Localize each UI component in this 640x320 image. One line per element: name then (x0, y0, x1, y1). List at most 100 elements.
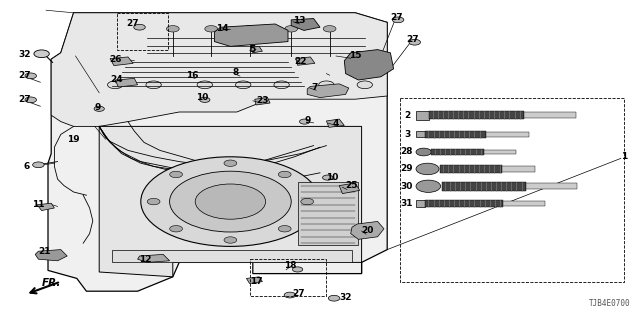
Circle shape (301, 198, 314, 205)
Circle shape (200, 97, 210, 102)
Text: 27: 27 (18, 71, 31, 80)
Circle shape (166, 26, 179, 32)
Bar (502, 201, 545, 206)
Polygon shape (296, 57, 315, 65)
Circle shape (416, 163, 439, 175)
Circle shape (284, 292, 296, 298)
Circle shape (285, 26, 298, 32)
Circle shape (134, 24, 145, 30)
Text: 28: 28 (400, 148, 413, 156)
Text: 10: 10 (326, 173, 339, 182)
Bar (416, 111, 429, 120)
Text: 27: 27 (127, 19, 140, 28)
Polygon shape (37, 203, 54, 211)
Text: 31: 31 (400, 199, 413, 208)
Circle shape (33, 162, 44, 168)
Circle shape (197, 81, 212, 89)
Polygon shape (48, 13, 387, 291)
Polygon shape (138, 254, 170, 262)
Text: 27: 27 (406, 36, 419, 44)
Polygon shape (344, 50, 394, 80)
Text: 17: 17 (250, 277, 262, 286)
Circle shape (224, 237, 237, 243)
Bar (298, 182, 358, 245)
Text: 4: 4 (333, 119, 339, 128)
Circle shape (278, 171, 291, 178)
Circle shape (25, 73, 36, 79)
Text: 32: 32 (339, 293, 352, 302)
Bar (425, 200, 502, 207)
Circle shape (34, 50, 49, 58)
Text: 32: 32 (18, 50, 31, 59)
Circle shape (409, 39, 420, 45)
Text: 18: 18 (284, 261, 297, 270)
Circle shape (274, 81, 289, 89)
Circle shape (147, 198, 160, 205)
Bar (525, 112, 576, 118)
Circle shape (108, 81, 123, 89)
Bar (431, 148, 484, 156)
Bar (416, 131, 425, 138)
Text: FR.: FR. (42, 278, 61, 288)
Circle shape (357, 81, 372, 89)
Polygon shape (255, 98, 270, 105)
Polygon shape (351, 221, 384, 239)
Text: 13: 13 (293, 16, 306, 25)
Text: 27: 27 (18, 95, 31, 104)
Circle shape (170, 226, 182, 232)
Bar (400, 98, 624, 282)
Circle shape (94, 106, 104, 111)
Bar (117, 13, 168, 50)
Text: 26: 26 (109, 55, 122, 64)
Bar (442, 182, 526, 191)
Polygon shape (291, 19, 320, 30)
Text: 6: 6 (23, 162, 29, 171)
Circle shape (195, 184, 266, 219)
Text: 25: 25 (346, 181, 358, 190)
Bar (486, 132, 529, 137)
Bar (425, 131, 486, 138)
Circle shape (392, 17, 404, 23)
Text: 2: 2 (404, 111, 411, 120)
Circle shape (323, 26, 336, 32)
Text: 8: 8 (232, 68, 239, 77)
Bar (250, 259, 326, 296)
Polygon shape (214, 24, 288, 46)
Text: 9: 9 (305, 116, 311, 125)
Bar (502, 166, 535, 172)
Bar (429, 111, 525, 119)
Text: 23: 23 (256, 96, 269, 105)
Text: 5: 5 (250, 45, 256, 54)
Text: 20: 20 (362, 226, 374, 235)
Text: 16: 16 (186, 71, 198, 80)
Polygon shape (246, 277, 262, 284)
Circle shape (224, 160, 237, 166)
Polygon shape (51, 13, 387, 126)
Text: 10: 10 (196, 93, 208, 102)
Text: 1: 1 (621, 152, 627, 161)
Text: 29: 29 (400, 164, 413, 173)
Circle shape (25, 97, 36, 103)
Text: TJB4E0700: TJB4E0700 (589, 300, 630, 308)
Text: 3: 3 (404, 130, 411, 139)
Circle shape (328, 295, 340, 301)
Bar (526, 183, 577, 189)
Circle shape (236, 81, 251, 89)
Circle shape (319, 81, 334, 89)
Circle shape (243, 26, 256, 32)
Circle shape (205, 26, 218, 32)
Text: 14: 14 (216, 24, 229, 33)
Circle shape (292, 267, 303, 272)
Polygon shape (251, 46, 262, 53)
Text: 19: 19 (67, 135, 80, 144)
Text: 24: 24 (110, 75, 123, 84)
Polygon shape (307, 84, 349, 98)
Bar (484, 149, 516, 155)
Text: 11: 11 (32, 200, 45, 209)
Bar (112, 250, 352, 262)
Text: 27: 27 (292, 289, 305, 298)
Polygon shape (35, 250, 67, 261)
Polygon shape (326, 119, 344, 127)
Text: 12: 12 (140, 255, 152, 264)
Polygon shape (115, 78, 138, 87)
